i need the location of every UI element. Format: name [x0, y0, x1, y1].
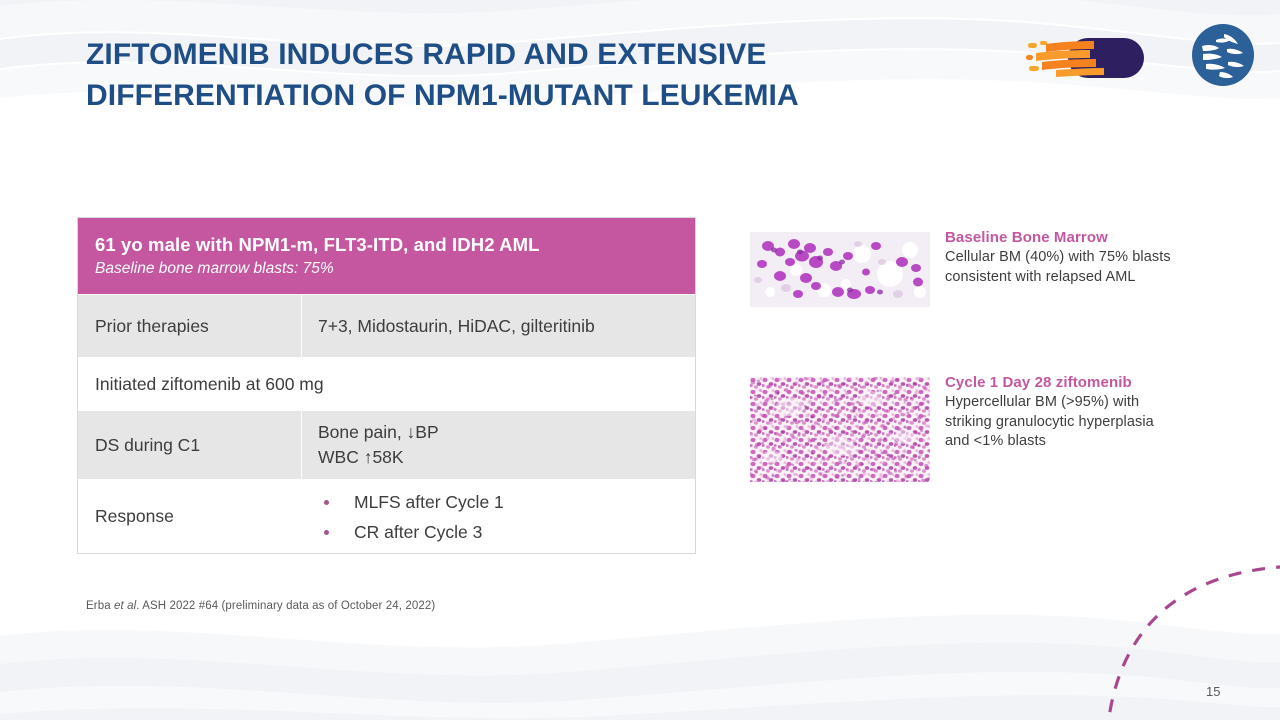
case-summary-table: 61 yo male with NPM1-m, FLT3-ITD, and ID…: [77, 217, 696, 554]
row-label-ds-during-c1: DS during C1: [95, 434, 201, 455]
baseline-bone-marrow-micrograph: [750, 232, 930, 307]
caption-line-1: Hypercellular BM (>95%) with: [945, 394, 1140, 410]
citation-footnote: Erba et al. ASH 2022 #64 (preliminary da…: [86, 600, 435, 612]
caption-line-1: Cellular BM (40%) with 75% blasts: [945, 249, 1171, 265]
page-title: ZIFTOMENIB INDUCES RAPID AND EXTENSIVE D…: [86, 38, 799, 112]
row-value-ds-during-c1: Bone pain, ↓BP WBC ↑58K: [301, 411, 695, 479]
caption-title: Baseline Bone Marrow: [945, 229, 1108, 246]
baseline-caption: Baseline Bone Marrow Cellular BM (40%) w…: [945, 227, 1215, 287]
table-header-main: 61 yo male with NPM1-m, FLT3-ITD, and ID…: [95, 234, 540, 255]
kura-comet-logo: [1026, 38, 1144, 78]
row-value-response: MLFS after Cycle 1 CR after Cycle 3: [301, 480, 695, 553]
table-header-sub: Baseline bone marrow blasts: 75%: [95, 260, 334, 277]
table-row: Response MLFS after Cycle 1 CR after Cyc…: [78, 479, 695, 553]
response-bullet-list: MLFS after Cycle 1 CR after Cycle 3: [318, 487, 504, 547]
row-label-prior-therapies: Prior therapies: [95, 315, 209, 336]
list-item: CR after Cycle 3: [318, 517, 504, 547]
citation-prefix: Erba: [86, 600, 114, 612]
cycle1-day28-micrograph: [750, 377, 930, 482]
page-number: 15: [1206, 684, 1221, 699]
citation-suffix: . ASH 2022 #64 (preliminary data as of O…: [136, 600, 436, 612]
row-label-response: Response: [95, 506, 174, 526]
cycle1-caption: Cycle 1 Day 28 ziftomenib Hypercellular …: [945, 372, 1215, 452]
caption-title: Cycle 1 Day 28 ziftomenib: [945, 374, 1132, 391]
table-row: Initiated ziftomenib at 600 mg: [78, 357, 695, 410]
table-row: Prior therapies 7+3, Midostaurin, HiDAC,…: [78, 294, 695, 357]
citation-italic: et al: [114, 600, 137, 612]
row-label-initiated-dose: Initiated ziftomenib at 600 mg: [95, 373, 324, 394]
decorative-dashed-arc: [1107, 565, 1280, 720]
decorative-waves-bottom: [0, 614, 1280, 720]
table-header: 61 yo male with NPM1-m, FLT3-ITD, and ID…: [78, 218, 695, 294]
kura-globe-logo: [1192, 24, 1254, 86]
row-value-prior-therapies: 7+3, Midostaurin, HiDAC, gilteritinib: [301, 295, 695, 357]
list-item: MLFS after Cycle 1: [318, 487, 504, 517]
ds-line-2: WBC ↑58K: [318, 447, 404, 467]
caption-line-3: and <1% blasts: [945, 433, 1046, 449]
caption-line-2: consistent with relapsed AML: [945, 268, 1136, 285]
table-row: DS during C1 Bone pain, ↓BP WBC ↑58K: [78, 410, 695, 479]
caption-line-2: striking granulocytic hyperplasia: [945, 413, 1154, 430]
ds-line-1: Bone pain, ↓BP: [318, 422, 439, 442]
